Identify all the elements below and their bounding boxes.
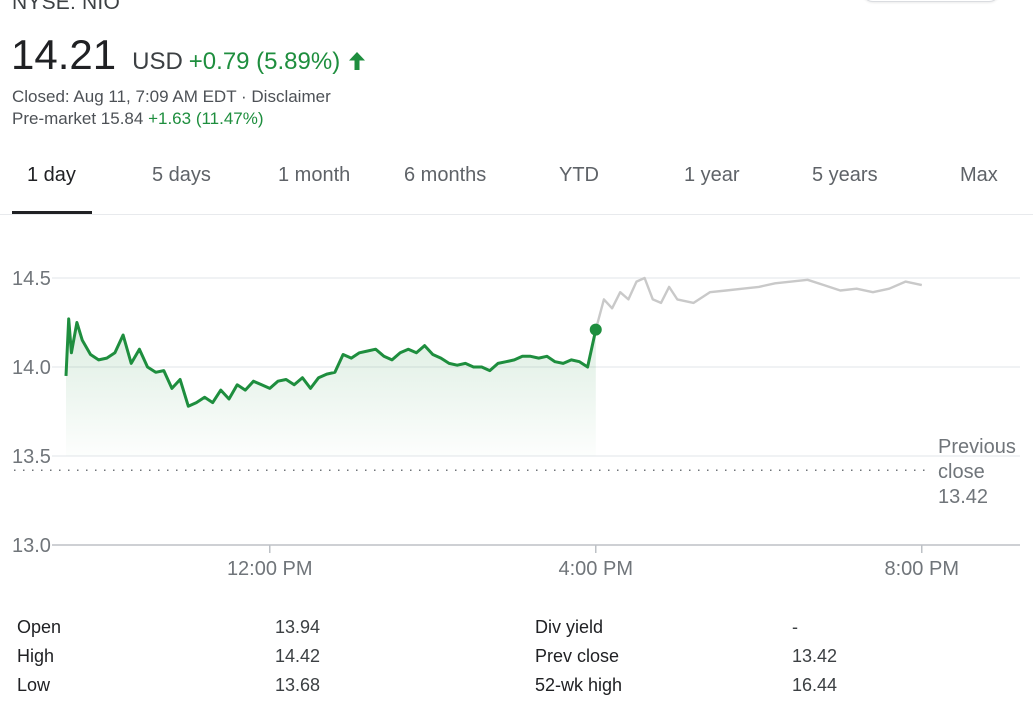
- premarket-price: Pre-market 15.84: [12, 109, 144, 128]
- regular-session-area: [66, 318, 596, 456]
- arrow-up-icon: [348, 51, 366, 71]
- x-tick-label: 4:00 PM: [559, 558, 633, 580]
- regular-session-series-line: [64, 317, 598, 408]
- stat-value-div-yield: -: [792, 617, 798, 637]
- tab-5-days[interactable]: 5 days: [152, 164, 211, 186]
- price-row: 14.21 USD +0.79 (5.89%): [11, 34, 366, 76]
- stat-label-high: High: [17, 646, 55, 666]
- x-tick-label: 12:00 PM: [227, 558, 313, 580]
- price-chart[interactable]: 14.514.013.513.0 12:00 PM 4:00 PM 8:00 PM …: [0, 0, 1033, 600]
- prev-close-label-line1: Previous: [938, 436, 1016, 458]
- last-price-marker: [589, 323, 602, 336]
- y-tick-label: 13.0: [12, 535, 51, 557]
- tab-6-months[interactable]: 6 months: [404, 164, 487, 186]
- y-tick-label: 14.5: [12, 268, 51, 290]
- stat-label-52wk-high: 52-wk high: [535, 675, 623, 695]
- separator: ·: [236, 87, 252, 106]
- tab-5-years[interactable]: 5 years: [812, 164, 878, 186]
- stat-label-low: Low: [17, 675, 51, 695]
- premarket-status: Pre-market 15.84 +1.63 (11.47%): [12, 109, 264, 129]
- y-tick-label: 14.0: [12, 357, 51, 379]
- prev-close-label-line2: close: [938, 461, 985, 483]
- y-tick-label: 13.5: [12, 446, 51, 468]
- stat-label-prev-close: Prev close: [535, 646, 620, 666]
- price-change: +0.79 (5.89%): [188, 48, 341, 75]
- stat-value-52wk-high: 16.44: [792, 675, 838, 695]
- tab-1-day[interactable]: 1 day: [27, 164, 76, 186]
- tab-ytd[interactable]: YTD: [559, 164, 599, 186]
- stat-label-open: Open: [17, 617, 62, 637]
- stat-value-high: 14.42: [275, 646, 321, 666]
- range-tabs: 1 day 5 days 1 month 6 months YTD 1 year…: [0, 150, 1033, 215]
- current-price: 14.21: [11, 31, 117, 78]
- stat-value-prev-close: 13.42: [792, 646, 838, 666]
- premarket-change: +1.63 (11.47%): [148, 109, 264, 128]
- x-tick-label: 8:00 PM: [885, 558, 959, 580]
- tab-1-year[interactable]: 1 year: [684, 164, 740, 186]
- closed-time: Closed: Aug 11, 7:09 AM EDT: [12, 87, 237, 106]
- tab-max[interactable]: Max: [960, 164, 998, 186]
- stat-value-open: 13.94: [275, 617, 321, 637]
- exchange-ticker: NYSE: NIO: [12, 0, 120, 14]
- disclaimer-link[interactable]: Disclaimer: [251, 87, 331, 106]
- stat-value-low: 13.68: [275, 675, 321, 695]
- stat-label-div-yield: Div yield: [535, 617, 604, 637]
- after-hours-series-line: [594, 276, 923, 330]
- currency-label: USD: [132, 48, 183, 75]
- tab-1-month[interactable]: 1 month: [278, 164, 351, 186]
- prev-close-label-value: 13.42: [938, 486, 988, 508]
- active-tab-indicator: [12, 211, 92, 214]
- closed-status: Closed: Aug 11, 7:09 AM EDT · Disclaimer: [12, 87, 331, 107]
